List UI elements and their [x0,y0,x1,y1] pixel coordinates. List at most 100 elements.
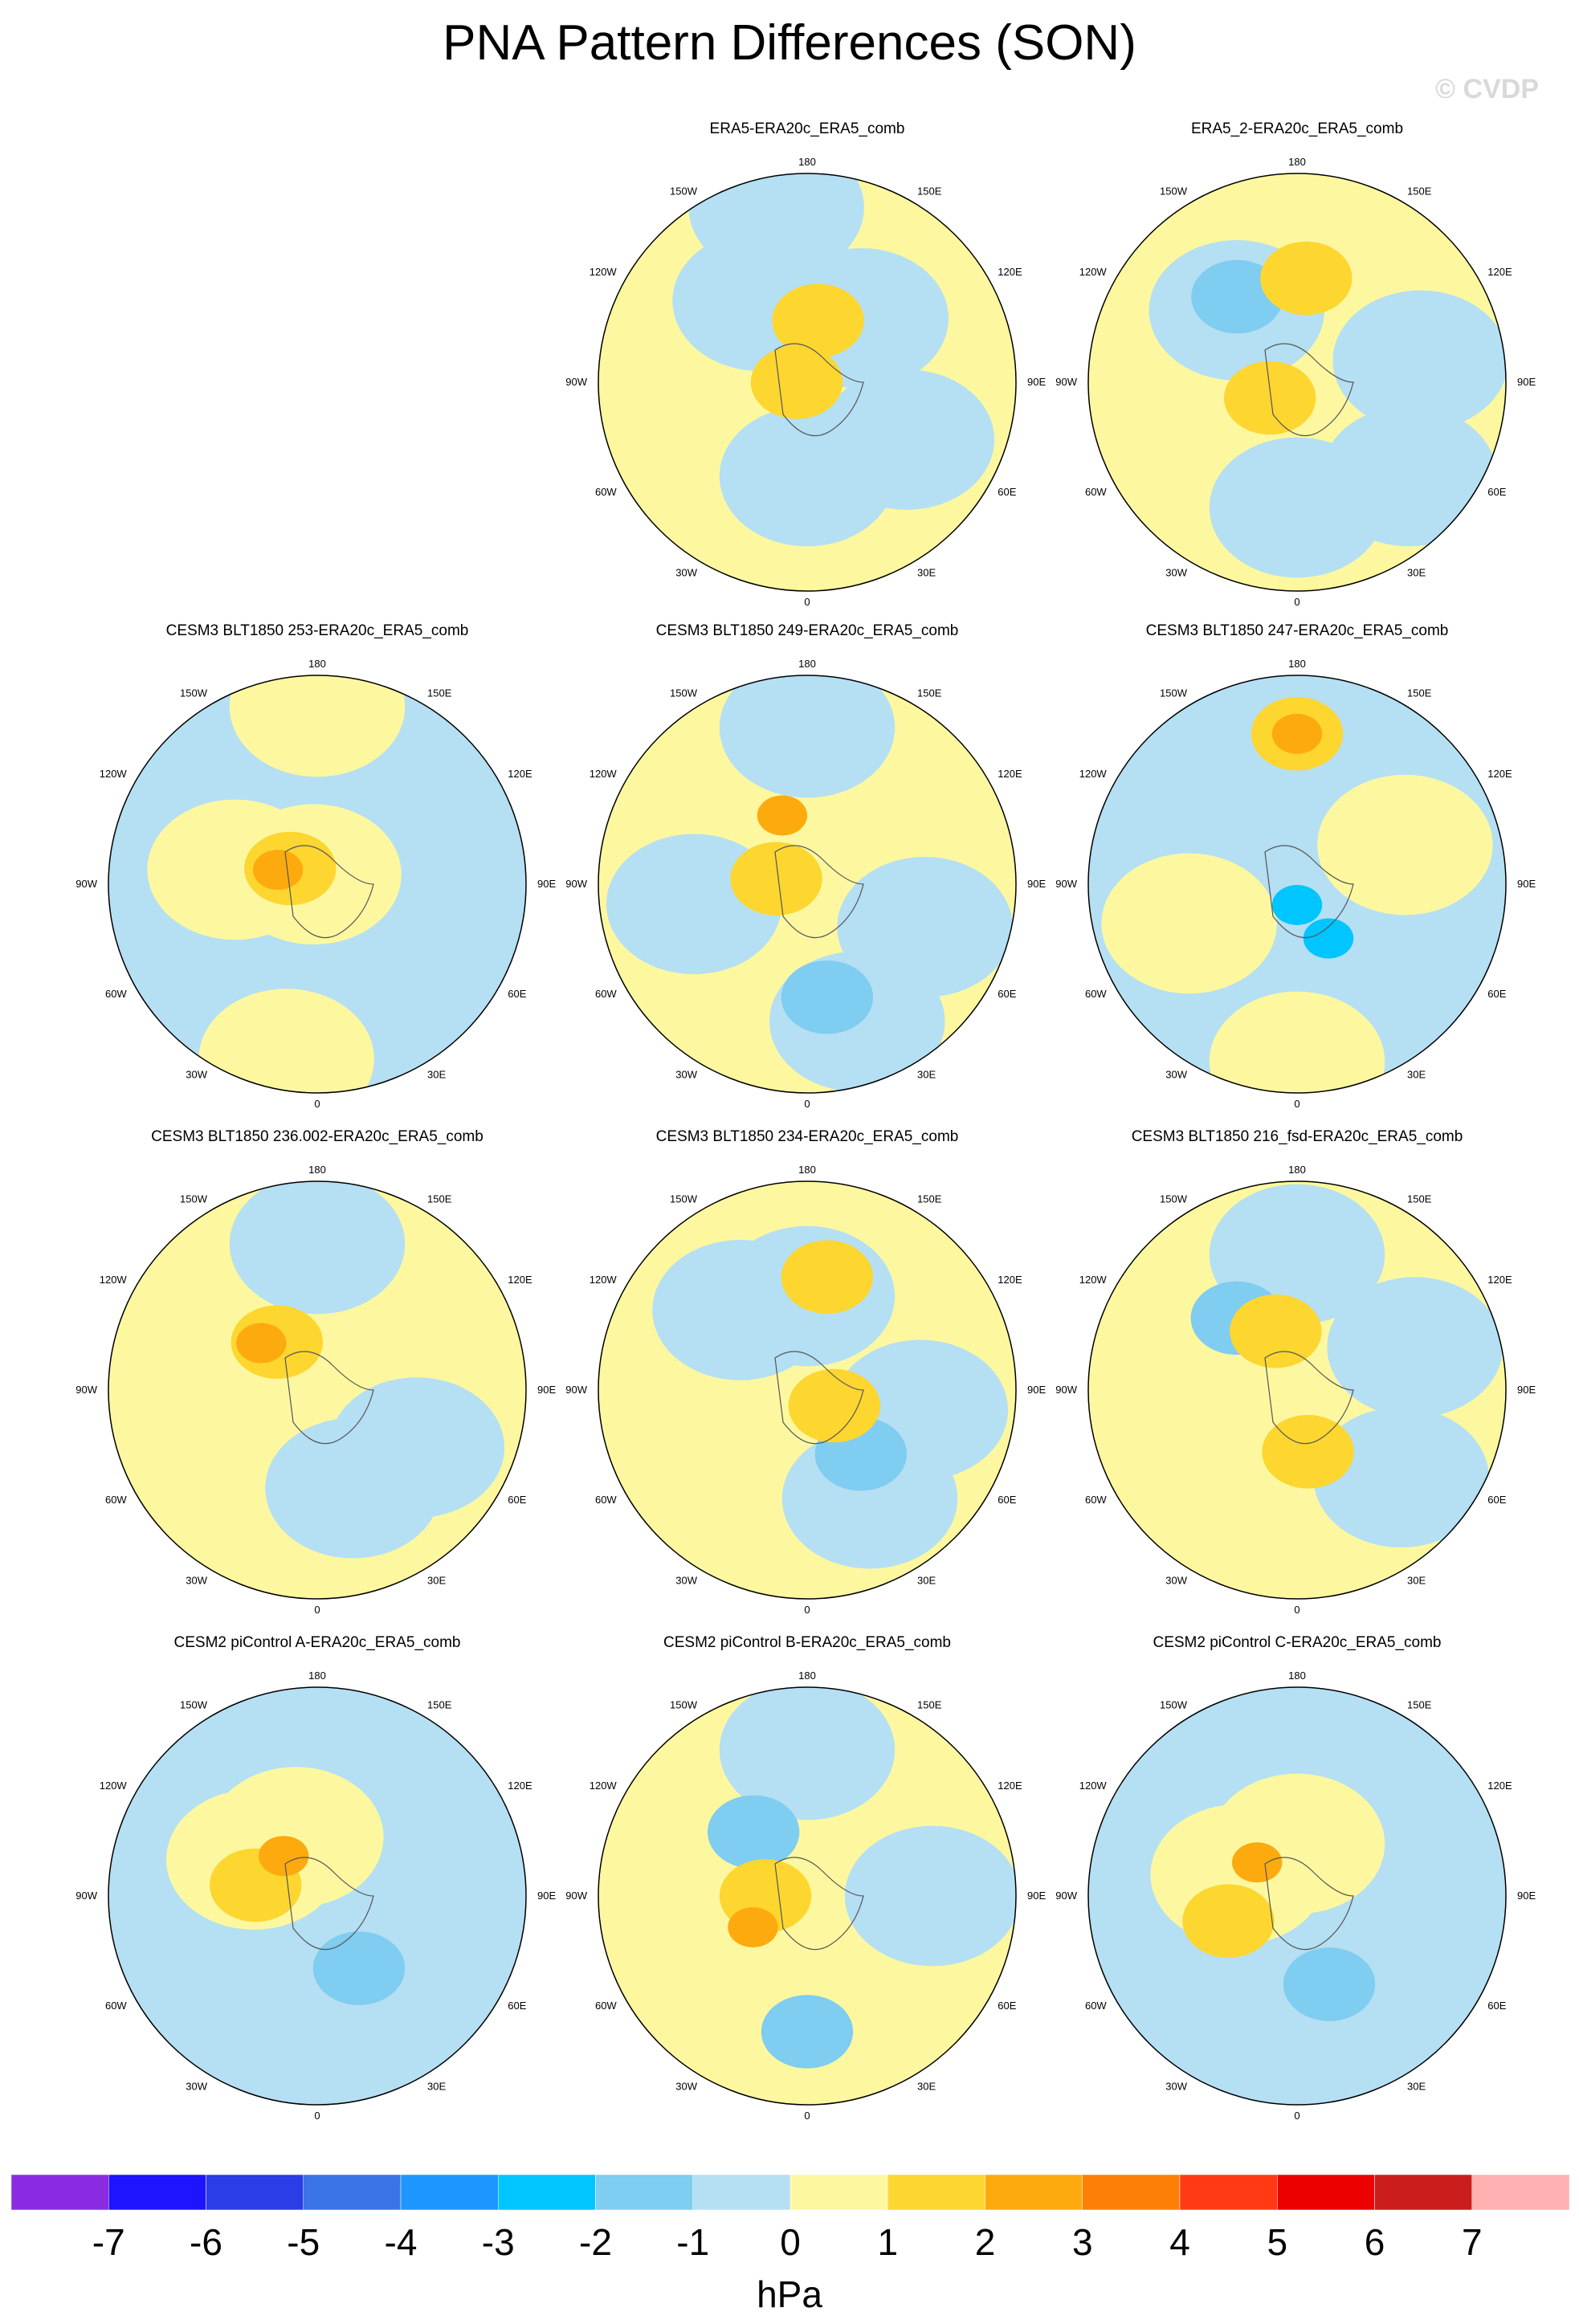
anomaly-contour [1232,1842,1283,1883]
longitude-tick-label: 30W [186,1574,207,1586]
longitude-tick-label: 120E [998,1274,1022,1286]
chart-title: PNA Pattern Differences (SON) [443,15,1136,71]
longitude-tick-label: 120E [1487,1780,1512,1792]
longitude-tick-label: 120W [590,1780,618,1792]
longitude-tick-label: 90E [537,1384,556,1396]
longitude-tick-label: 60E [508,988,526,1000]
longitude-tick-label: 60E [998,486,1016,498]
longitude-tick-label: 0 [1294,2110,1300,2122]
longitude-tick-label: 150W [1160,687,1188,699]
colorbar-segment [1471,2175,1569,2211]
longitude-tick-label: 60W [595,988,617,1000]
longitude-tick-label: 150E [1407,1193,1432,1205]
anomaly-contour [1303,918,1354,959]
colorbar-unit-label: hPa [757,2273,822,2315]
anomaly-contour [728,1907,778,1947]
map-panel: ERA5_2-ERA20c_ERA5_comb 180 150E 120E 90E 60E… [1052,120,1542,634]
polar-map: 180 150E 120E 90E 60E 30E 0 30W 60W 90W 120W 150W [75,658,556,1110]
longitude-tick-label: 120W [590,1274,618,1286]
longitude-tick-label: 60W [1085,2000,1107,2012]
longitude-tick-label: 150E [1407,1699,1432,1711]
polar-map: 180 150E 120E 90E 60E 30E 0 30W 60W 90W 120W 150W [565,156,1046,608]
polar-map: 180 150E 120E 90E 60E 30E 0 30W 60W 90W 120W 150W [75,1670,556,2122]
polar-map: 180 150E 120E 90E 60E 30E 0 30W 60W 90W 120W 150W [1055,1164,1536,1616]
longitude-tick-label: 150E [1407,186,1432,198]
anomaly-contour [236,1323,287,1364]
longitude-tick-label: 0 [1294,1604,1300,1616]
colorbar-tick-label: 2 [975,2221,996,2263]
anomaly-contour [1271,713,1323,754]
colorbar-segment [595,2175,693,2211]
longitude-tick-label: 60W [1085,988,1107,1000]
anomaly-contour [198,989,374,1093]
anomaly-contour [761,1995,854,2069]
colorbar-tick-label: 5 [1267,2221,1287,2263]
anomaly-contour [1209,991,1385,1093]
longitude-tick-label: 0 [804,1098,810,1110]
longitude-tick-label: 120W [100,1274,128,1286]
polar-map: 180 150E 120E 90E 60E 30E 0 30W 60W 90W 120W 150W [1055,658,1536,1110]
panel-title: CESM3 BLT1850 236.002-ERA20c_ERA5_comb [151,1128,483,1145]
longitude-tick-label: 120W [590,266,618,278]
longitude-tick-label: 120W [1079,1780,1108,1792]
colorbar-segment [790,2175,888,2211]
panel-title: CESM2 piControl A-ERA20c_ERA5_comb [173,1634,461,1651]
map-border [1087,1686,1507,2106]
longitude-tick-label: 90E [1027,376,1046,388]
anomaly-contour [1271,885,1323,925]
anomaly-contour [252,850,304,891]
map-panel: CESM2 piControl C-ERA20c_ERA5_comb 180 150… [1052,1634,1542,2148]
longitude-tick-label: 90W [1055,1890,1077,1902]
longitude-tick-label: 60E [998,1494,1016,1506]
anomaly-contour [1332,290,1506,431]
anomaly-contour [1262,1415,1354,1489]
colorbar-segment [303,2175,402,2211]
longitude-tick-label: 150E [917,186,942,198]
panel-title: CESM3 BLT1850 234-ERA20c_ERA5_comb [655,1128,959,1145]
longitude-tick-label: 90W [75,1384,97,1396]
longitude-tick-label: 90W [565,376,587,388]
map-panel: CESM3 BLT1850 234-ERA20c_ERA5_comb 180 150… [562,1128,1052,1642]
coastline [1264,845,1354,939]
anomaly-contour [259,1836,309,1877]
longitude-tick-label: 90E [1027,1890,1046,1902]
map-border [108,1180,527,1600]
coastline [774,845,864,939]
longitude-tick-label: 180 [308,658,326,670]
longitude-tick-label: 90W [75,878,97,890]
longitude-tick-label: 90E [1027,1384,1046,1396]
coastline [1264,1351,1354,1445]
coastline [774,1857,864,1951]
anomaly-contour [1313,1407,1489,1547]
map-border [108,675,527,1094]
longitude-tick-label: 30E [1407,2080,1426,2092]
longitude-tick-label: 90E [1517,1890,1536,1902]
longitude-tick-label: 150E [917,1699,942,1711]
panel-title: CESM3 BLT1850 253-ERA20c_ERA5_comb [165,622,469,639]
coastline [284,1351,374,1445]
longitude-tick-label: 120E [508,768,532,780]
longitude-tick-label: 90E [1517,376,1536,388]
longitude-tick-label: 90E [537,1890,556,1902]
longitude-tick-label: 30E [917,566,936,578]
anomaly-contour [1191,259,1283,334]
polar-map: 180 150E 120E 90E 60E 30E 0 30W 60W 90W 120W 150W [75,1164,556,1616]
longitude-tick-label: 60W [105,988,127,1000]
longitude-tick-label: 90W [1055,1384,1077,1396]
longitude-tick-label: 60W [1085,1494,1107,1506]
anomaly-contour [229,675,406,777]
longitude-tick-label: 30W [1165,2080,1187,2092]
colorbar-tick-label: -2 [579,2221,612,2263]
coastline [284,845,374,939]
longitude-tick-label: 90E [1517,1384,1536,1396]
map-border [1087,1180,1507,1600]
polar-map: 180 150E 120E 90E 60E 30E 0 30W 60W 90W 120W 150W [565,1164,1046,1616]
longitude-tick-label: 120E [998,1780,1022,1792]
longitude-tick-label: 90W [565,1384,587,1396]
panel-title: CESM2 piControl C-ERA20c_ERA5_comb [1153,1634,1442,1651]
longitude-tick-label: 30E [917,1068,936,1080]
longitude-tick-label: 90E [1517,878,1536,890]
polar-map: 180 150E 120E 90E 60E 30E 0 30W 60W 90W 120W 150W [565,1670,1046,2122]
longitude-tick-label: 180 [1288,1670,1306,1682]
map-panel: CESM3 BLT1850 249-ERA20c_ERA5_comb 180 150… [562,622,1052,1136]
